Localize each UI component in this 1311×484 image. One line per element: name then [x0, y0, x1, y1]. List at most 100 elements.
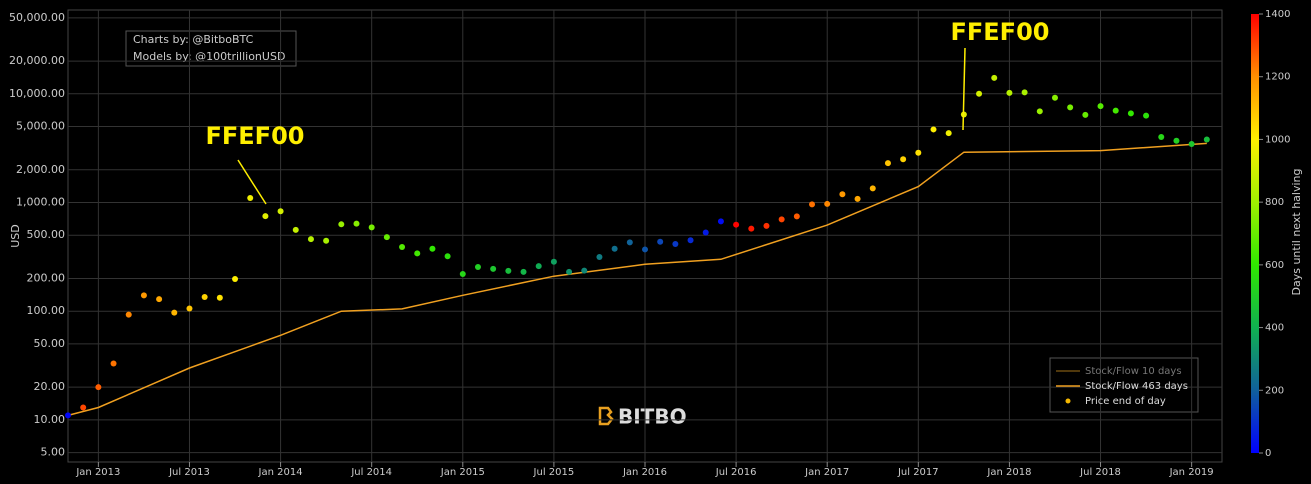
price-point — [1051, 94, 1058, 101]
price-point — [262, 213, 269, 220]
price-point — [976, 90, 983, 97]
price-point — [566, 268, 573, 275]
annotation: FFEF00 — [951, 18, 1050, 46]
price-point — [642, 246, 648, 253]
price-point — [490, 265, 497, 272]
price-point — [1158, 134, 1165, 141]
price-point — [520, 268, 527, 275]
legend-box — [1049, 357, 1199, 413]
x-tick-label: Jan 2019 — [1169, 467, 1214, 478]
colorbar-tick-label: 600 — [1265, 260, 1284, 271]
price-point — [1143, 112, 1150, 119]
price-point — [854, 195, 861, 202]
price-point — [657, 238, 664, 245]
price-point — [368, 224, 375, 231]
x-tick-label: Jan 2013 — [75, 467, 120, 478]
price-point — [550, 258, 557, 265]
price-point — [793, 213, 800, 220]
x-tick-label: Jan 2018 — [986, 467, 1031, 478]
price-point — [353, 220, 360, 227]
price-point — [1173, 137, 1180, 144]
price-point — [824, 200, 831, 207]
x-tick-label: Jul 2016 — [715, 467, 757, 478]
price-point — [216, 294, 223, 301]
price-point — [201, 294, 208, 301]
legend-swatch — [1065, 398, 1071, 404]
colorbar-tick-label: 1400 — [1265, 9, 1290, 20]
y-tick-label: 10,000.00 — [9, 87, 65, 100]
x-tick-label: Jul 2015 — [533, 467, 575, 478]
watermark-text: BITBO — [618, 405, 687, 429]
price-point — [444, 253, 451, 260]
credit: Models by: @100trillionUSD — [133, 50, 285, 63]
colorbar — [1251, 14, 1259, 453]
price-point — [1036, 108, 1043, 115]
x-tick-label: Jan 2015 — [440, 467, 485, 478]
legend-label: Stock/Flow 10 days — [1085, 366, 1182, 377]
price-point — [399, 243, 406, 250]
price-point — [611, 245, 618, 252]
x-tick-label: Jul 2018 — [1079, 467, 1121, 478]
price-point — [763, 222, 770, 229]
x-tick-label: Jul 2014 — [350, 467, 392, 478]
price-point — [1203, 136, 1210, 143]
colorbar-tick-label: 400 — [1265, 323, 1284, 334]
annotation-arrow — [962, 47, 966, 131]
price-point — [915, 149, 922, 156]
price-point — [140, 292, 147, 299]
y-tick-label: 2,000.00 — [16, 163, 65, 176]
price-point — [110, 360, 117, 367]
price-point — [232, 275, 239, 282]
price-point — [778, 216, 785, 223]
colorbar-tick-label: 200 — [1265, 385, 1284, 396]
watermark-logo — [598, 406, 614, 426]
colorbar-tick-label: 800 — [1265, 197, 1284, 208]
price-point — [1006, 89, 1013, 96]
annotation-arrow — [237, 159, 267, 205]
y-tick-label: 5,000.00 — [16, 120, 65, 133]
x-tick-label: Jan 2016 — [622, 467, 667, 478]
x-tick-label: Jul 2017 — [897, 467, 939, 478]
price-point — [839, 191, 846, 198]
price-point — [535, 263, 542, 270]
y-tick-label: 10.00 — [34, 413, 66, 426]
price-point — [247, 194, 254, 201]
price-point — [991, 74, 998, 81]
price-point — [626, 239, 633, 246]
x-tick-label: Jan 2014 — [258, 467, 303, 478]
price-point — [1127, 110, 1134, 117]
price-point — [900, 156, 907, 163]
y-axis-label: USD — [9, 224, 22, 248]
y-tick-label: 20.00 — [34, 380, 66, 393]
price-point — [1112, 107, 1119, 114]
legend-label: Stock/Flow 463 days — [1085, 381, 1188, 392]
price-point — [733, 221, 740, 228]
price-point — [945, 130, 952, 137]
price-point — [277, 208, 284, 215]
price-point — [1067, 104, 1074, 111]
price-point — [1021, 89, 1028, 96]
y-tick-label: 20,000.00 — [9, 54, 65, 67]
price-point — [429, 245, 436, 252]
price-point — [292, 226, 299, 233]
credits-box — [125, 30, 297, 67]
price-point — [884, 160, 891, 167]
price-point — [687, 237, 694, 244]
price-point — [80, 404, 87, 411]
price-point — [383, 234, 390, 241]
price-point — [323, 237, 330, 244]
price-point — [596, 254, 603, 261]
y-tick-label: 50,000.00 — [9, 11, 65, 24]
colorbar-tick-label: 1200 — [1265, 72, 1290, 83]
price-point — [459, 270, 466, 277]
price-point — [307, 236, 314, 243]
price-point — [1188, 141, 1195, 148]
price-point — [95, 384, 102, 391]
sf-line — [67, 142, 1207, 417]
colorbar-tick-label: 1000 — [1265, 134, 1290, 145]
y-tick-label: 1,000.00 — [16, 195, 65, 208]
x-tick-label: Jul 2013 — [168, 467, 210, 478]
price-point — [1082, 111, 1089, 118]
y-tick-label: 200.00 — [27, 271, 66, 284]
